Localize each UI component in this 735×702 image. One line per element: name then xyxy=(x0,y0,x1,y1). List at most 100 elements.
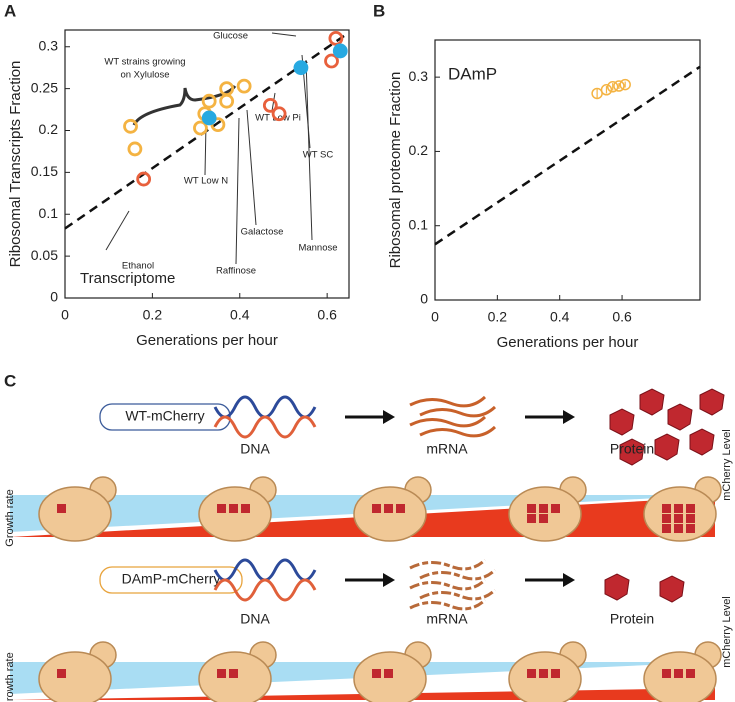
x-tick-label: 0.6 xyxy=(612,309,632,325)
data-point xyxy=(262,97,278,113)
annotation: Raffinose xyxy=(216,266,256,277)
strain-label: DAmP-mCherry xyxy=(122,571,221,587)
leader-line xyxy=(235,117,240,265)
leader-line xyxy=(271,32,297,37)
protein xyxy=(667,403,693,431)
y-axis-label: Ribosomal proteome Fraction xyxy=(387,72,404,269)
strain-box xyxy=(99,403,231,431)
annotation: Mannose xyxy=(298,243,337,254)
protein xyxy=(609,408,635,436)
data-point xyxy=(136,171,152,187)
plot-frame xyxy=(64,29,350,299)
data-point xyxy=(271,106,287,122)
cell-protein xyxy=(674,524,683,533)
step-label: mRNA xyxy=(426,441,468,457)
mrna xyxy=(419,425,497,438)
annotation: WT SC xyxy=(303,150,334,161)
strain-label: WT-mCherry xyxy=(125,408,204,424)
cell-protein xyxy=(539,514,548,523)
cell-protein xyxy=(539,669,548,678)
arrow-head xyxy=(383,573,395,587)
x-tick-label: 0 xyxy=(431,309,439,325)
cell xyxy=(38,651,112,702)
annotation: on Xylulose xyxy=(120,70,169,81)
panel-label: A xyxy=(4,1,16,20)
cell xyxy=(198,486,272,542)
data-point xyxy=(293,60,309,76)
cell-protein xyxy=(396,504,405,513)
protein xyxy=(604,573,630,601)
data-point xyxy=(600,84,613,96)
y-axis-label: Ribosomal Transcripts Fraction xyxy=(7,61,24,268)
protein xyxy=(654,433,680,461)
data-point xyxy=(328,30,344,46)
cell-protein xyxy=(217,669,226,678)
annotation: DAmP xyxy=(448,64,497,83)
y-tick-label: 0.3 xyxy=(409,68,429,84)
cell-protein xyxy=(384,504,393,513)
data-point xyxy=(236,78,252,94)
y-tick-label: 0.3 xyxy=(39,37,59,53)
step-label: Protein xyxy=(610,441,654,457)
step-label: Protein xyxy=(610,611,654,627)
cell-protein xyxy=(551,669,560,678)
cell-protein xyxy=(539,504,548,513)
data-point xyxy=(123,118,138,134)
axis-note: mCherry Level xyxy=(721,429,733,501)
mrna xyxy=(419,588,497,601)
protein xyxy=(659,575,685,603)
cell-protein xyxy=(527,669,536,678)
dna-strand xyxy=(213,415,317,439)
cell-protein xyxy=(686,504,695,513)
mrna xyxy=(409,578,487,591)
arrow-head xyxy=(383,410,395,424)
mrna xyxy=(409,558,487,571)
cell xyxy=(38,486,112,542)
cell-protein xyxy=(686,524,695,533)
x-axis-label: Generations per hour xyxy=(497,334,639,351)
cell xyxy=(353,486,427,542)
cell-protein xyxy=(527,504,536,513)
cell-protein xyxy=(217,504,226,513)
panel-label: B xyxy=(373,1,385,20)
data-point xyxy=(332,43,348,59)
annotation: WT Low Pi xyxy=(255,113,301,124)
leader-line xyxy=(105,210,130,251)
axis-note: mCherry Level xyxy=(721,596,733,668)
cell-protein xyxy=(384,669,393,678)
annotation: WT Low N xyxy=(184,176,228,187)
cell-protein xyxy=(57,669,66,678)
cell-protein xyxy=(674,504,683,513)
annotation: Ethanol xyxy=(122,261,154,272)
protein xyxy=(699,388,725,416)
axis-note: Growth rate xyxy=(4,652,16,702)
cell-protein xyxy=(372,504,381,513)
data-point xyxy=(127,141,143,157)
x-tick-label: 0.4 xyxy=(230,307,250,323)
cell-protein xyxy=(229,669,238,678)
x-tick-label: 0.2 xyxy=(143,307,163,323)
x-tick-label: 0.6 xyxy=(317,307,337,323)
data-point xyxy=(201,110,217,126)
cell-protein xyxy=(57,504,66,513)
mrna xyxy=(409,598,487,611)
cell-protein xyxy=(229,504,238,513)
cell-protein xyxy=(662,504,671,513)
y-tick-label: 0 xyxy=(50,289,58,305)
protein xyxy=(639,388,665,416)
arrow-head xyxy=(563,410,575,424)
mrna xyxy=(409,415,487,428)
y-tick-label: 0 xyxy=(420,291,428,307)
dna-strand xyxy=(213,578,317,602)
data-point xyxy=(201,93,217,109)
y-tick-label: 0.2 xyxy=(39,121,59,137)
annotation: WT strains growing xyxy=(104,57,185,68)
annotation: Transcriptome xyxy=(80,270,175,287)
cell-protein xyxy=(527,514,536,523)
mrna xyxy=(419,568,497,581)
cell-protein xyxy=(686,669,695,678)
cell-protein xyxy=(662,524,671,533)
panel-c: WT-mCherry DNA mRNA Protein Growth rate mCher… xyxy=(4,388,733,702)
x-tick-label: 0.4 xyxy=(550,309,570,325)
data-point xyxy=(619,78,631,91)
